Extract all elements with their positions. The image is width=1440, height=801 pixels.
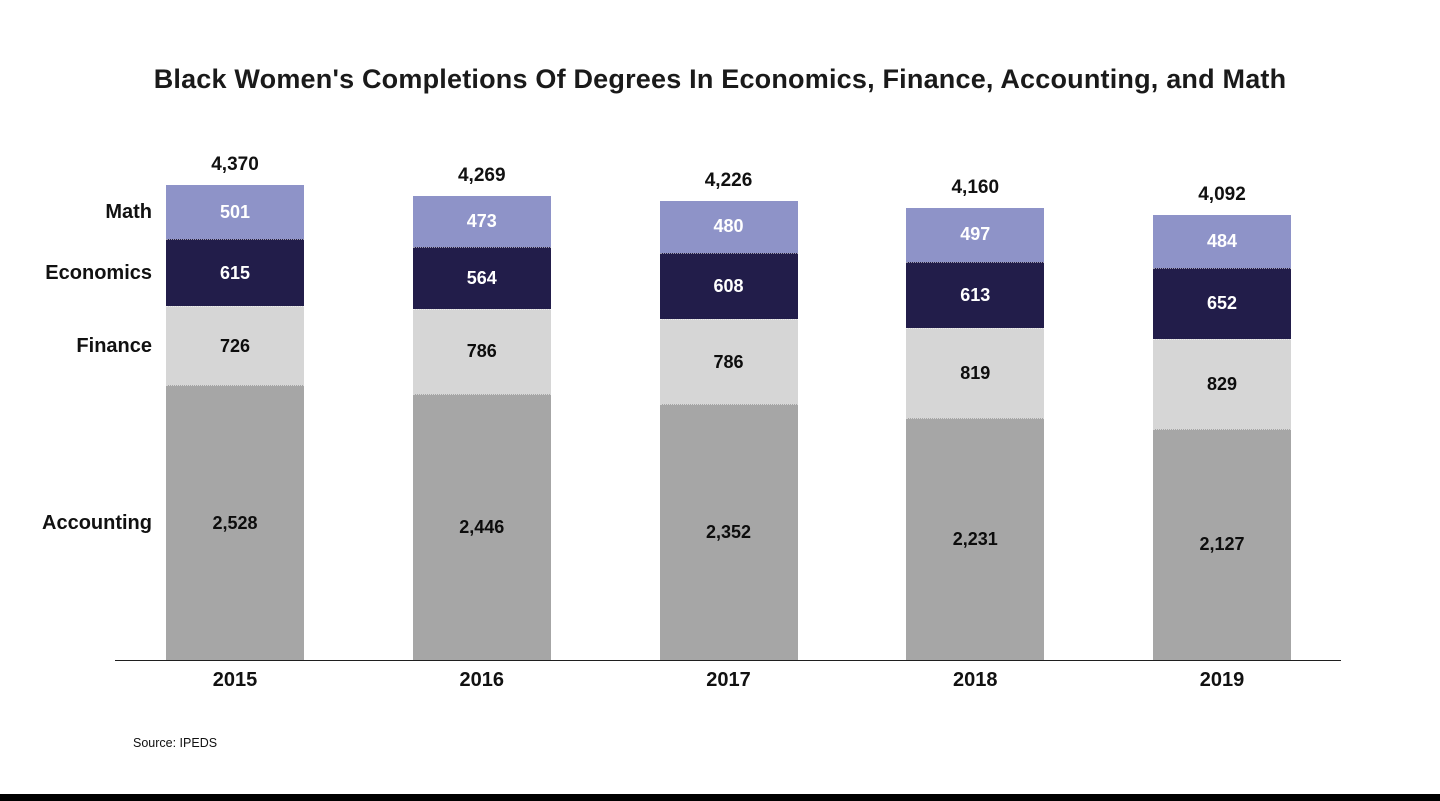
segment-economics: 564: [412, 247, 551, 309]
segment-accounting: 2,127: [1153, 428, 1291, 660]
segment-economics: 613: [906, 261, 1045, 329]
segment-math: 480: [659, 200, 798, 253]
segment-accounting: 2,446: [412, 394, 551, 660]
segment-economics: 652: [1153, 267, 1291, 339]
segment-value-label: 2,127: [1199, 534, 1245, 555]
bar-total-label: 4,370: [211, 154, 259, 176]
x-axis-label-2015: 2015: [212, 669, 258, 691]
bar-total-label: 4,160: [951, 176, 1000, 198]
segment-value-label: 564: [466, 268, 497, 289]
bar-2017: 4,226 480 608 786 2,352: [659, 169, 798, 660]
x-axis-line: [115, 660, 1341, 661]
segment-math: 501: [166, 185, 304, 240]
bar-2019: 4,092 484 652 829 2,127: [1153, 184, 1291, 660]
x-axis-label-2018: 2018: [953, 669, 998, 691]
segment-value-label: 473: [466, 211, 497, 232]
segment-value-label: 2,231: [952, 528, 998, 549]
segment-accounting: 2,352: [659, 404, 798, 660]
segment-value-label: 497: [960, 224, 991, 245]
segment-value-label: 2,528: [212, 512, 258, 533]
bar-total-label: 4,226: [704, 169, 753, 191]
segment-value-label: 613: [960, 285, 991, 306]
bar-2018: 4,160 497 613 819 2,231: [906, 176, 1045, 660]
segment-value-label: 484: [1206, 231, 1238, 252]
bar-2015: 4,370 501 615 726 2,528: [166, 154, 304, 660]
bar-2016: 4,269 473 564 786 2,446: [412, 165, 551, 660]
segment-value-label: 480: [713, 216, 744, 237]
segment-value-label: 786: [713, 351, 744, 372]
x-axis-label-2019: 2019: [1199, 669, 1245, 691]
segment-finance: 819: [906, 328, 1045, 418]
bar-total-label: 4,269: [457, 165, 506, 187]
x-axis-labels: 2015 2016 2017 2018 2019: [166, 669, 1291, 692]
segment-economics: 608: [659, 252, 798, 319]
segment-finance: 726: [166, 306, 304, 386]
segment-math: 473: [412, 196, 551, 248]
series-label-finance: Finance: [76, 334, 152, 357]
segment-value-label: 2,352: [705, 522, 752, 543]
segment-finance: 786: [412, 308, 551, 395]
segment-accounting: 2,231: [906, 417, 1045, 660]
segment-economics: 615: [166, 239, 304, 307]
x-axis-label-2016: 2016: [459, 669, 505, 691]
bottom-border: [0, 794, 1440, 801]
segment-math: 497: [906, 207, 1045, 262]
segment-value-label: 652: [1206, 293, 1238, 314]
segment-math: 484: [1153, 215, 1291, 268]
segment-finance: 829: [1153, 338, 1291, 429]
segment-value-label: 501: [219, 201, 251, 222]
segment-value-label: 829: [1206, 373, 1238, 394]
segment-value-label: 608: [713, 275, 744, 296]
series-label-accounting: Accounting: [42, 511, 152, 534]
chart-title: Black Women's Completions Of Degrees In …: [153, 64, 1287, 94]
segment-value-label: 786: [466, 341, 497, 362]
segment-value-label: 615: [219, 262, 251, 283]
source-note: Source: IPEDS: [133, 736, 218, 750]
series-labels-column: Math Economics Finance Accounting: [0, 0, 152, 801]
segment-value-label: 2,446: [459, 517, 505, 538]
x-axis-label-2017: 2017: [706, 669, 751, 691]
bar-total-label: 4,092: [1198, 184, 1246, 206]
segment-value-label: 726: [219, 335, 251, 356]
stacked-bar-chart: 4,370 501 615 726 2,528 4,269 473 564 786 2,446 4,…: [166, 154, 1291, 660]
series-label-economics: Economics: [45, 261, 152, 284]
segment-accounting: 2,528: [166, 385, 304, 660]
segment-value-label: 819: [960, 362, 991, 383]
segment-finance: 786: [659, 318, 798, 405]
series-label-math: Math: [105, 201, 152, 224]
